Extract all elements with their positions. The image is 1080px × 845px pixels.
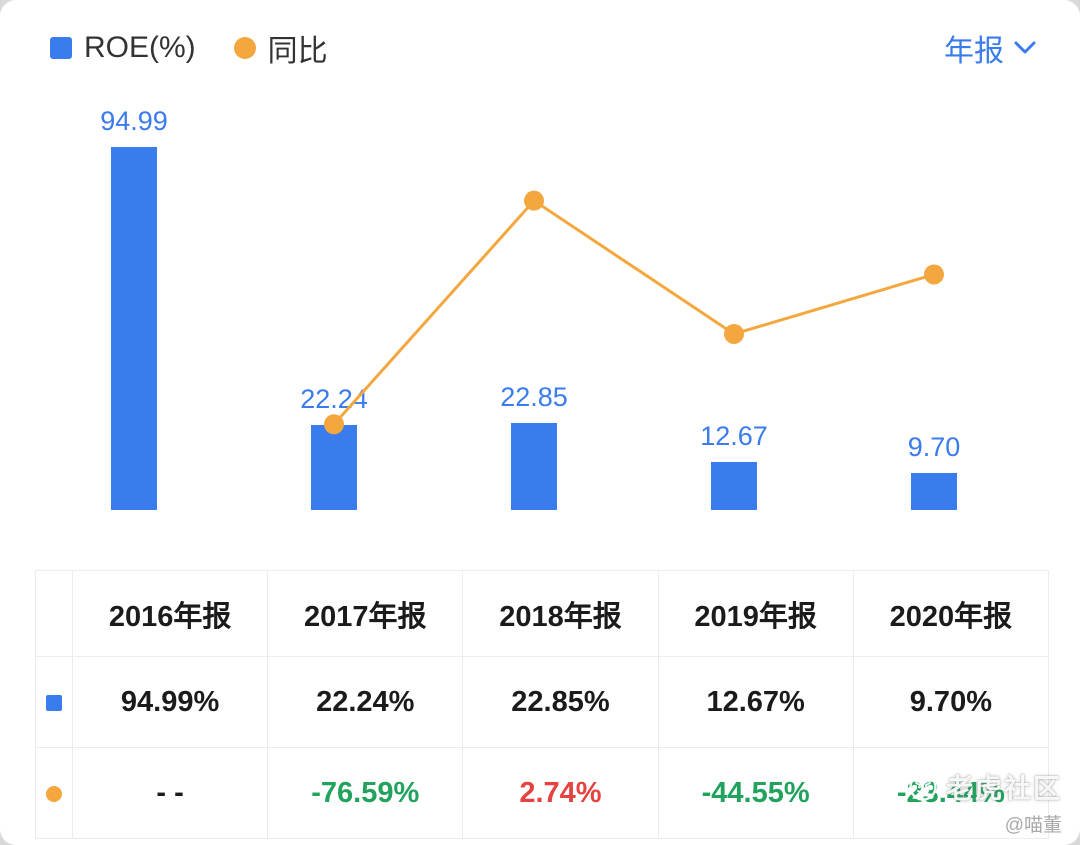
legend-item-yoy: 同比: [233, 26, 328, 70]
roe-legend-label: ROE(%): [84, 31, 196, 64]
roe-bar: [711, 461, 757, 510]
yoy-value-cell: -76.59%: [267, 747, 464, 839]
table-row: 94.99% 22.24% 22.85% 12.67% 9.70%: [35, 656, 1050, 748]
table-row: - - -76.59% 2.74% -44.55% -23.44%: [35, 747, 1050, 839]
legend-item-roe: ROE(%): [50, 31, 196, 65]
chart-legend: ROE(%) 同比: [50, 26, 328, 70]
yoy-row-icon: [46, 785, 62, 802]
table-header-row: 2016年报 2017年报 2018年报 2019年报 2020年报: [35, 570, 1050, 657]
roe-row-icon: [46, 694, 62, 711]
roe-value-cell: 9.70%: [852, 656, 1050, 748]
roe-value-cell: 22.85%: [462, 656, 659, 748]
yoy-line-chart: [324, 190, 944, 435]
roe-value-cell: 94.99%: [71, 656, 269, 748]
bar-value-label: 12.67: [700, 420, 768, 451]
roe-value-cell: 12.67%: [657, 656, 854, 748]
bar-value-label: 9.70: [907, 431, 961, 462]
chart-header: ROE(%) 同比 年报: [0, 0, 1080, 68]
roe-bar: [511, 422, 557, 510]
yoy-value-cell: - -: [71, 747, 269, 839]
chevron-down-icon: [1014, 41, 1036, 54]
table-header-cell: 2016年报: [71, 570, 269, 657]
row-icon-cell: [35, 747, 73, 839]
roe-bar: [311, 425, 357, 510]
table-header-cell: 2019年报: [657, 570, 854, 657]
roe-legend-swatch-icon: [50, 37, 72, 59]
table-corner-cell: [35, 570, 73, 657]
chart-area[interactable]: 94.99 22.24 22.85 12.67 9.70: [34, 90, 1034, 510]
table-header-cell: 2017年报: [267, 570, 464, 657]
table-body: 94.99% 22.24% 22.85% 12.67% 9.70% - - -76.59% 2…: [35, 656, 1050, 839]
table-header-cell: 2020年报: [852, 570, 1050, 657]
table-header-cell: 2018年报: [462, 570, 659, 657]
roe-value-cell: 22.24%: [267, 656, 464, 748]
data-table-wrap: 2016年报 2017年报 2018年报 2019年报 2020年报 94.99% 22.…: [35, 570, 1050, 839]
period-selector[interactable]: 年报: [944, 26, 1036, 70]
data-table: 2016年报 2017年报 2018年报 2019年报 2020年报 94.99% 22.…: [35, 570, 1050, 839]
yoy-legend-swatch-icon: [233, 37, 256, 59]
yoy-point: [924, 264, 944, 285]
period-label: 年报: [944, 35, 1004, 68]
yoy-value-cell: -23.44%: [852, 747, 1050, 839]
bar-value-label: 94.99: [100, 106, 168, 137]
yoy-legend-label: 同比: [267, 35, 328, 68]
yoy-value-cell: -44.55%: [657, 747, 854, 839]
bar-value-label: 22.85: [500, 381, 568, 412]
yoy-value-cell: 2.74%: [462, 747, 659, 839]
yoy-point: [524, 190, 544, 211]
roe-bar: [111, 147, 157, 510]
row-icon-cell: [35, 656, 73, 748]
yoy-point: [724, 323, 744, 344]
roe-bar: [911, 472, 957, 510]
yoy-point: [324, 414, 344, 435]
